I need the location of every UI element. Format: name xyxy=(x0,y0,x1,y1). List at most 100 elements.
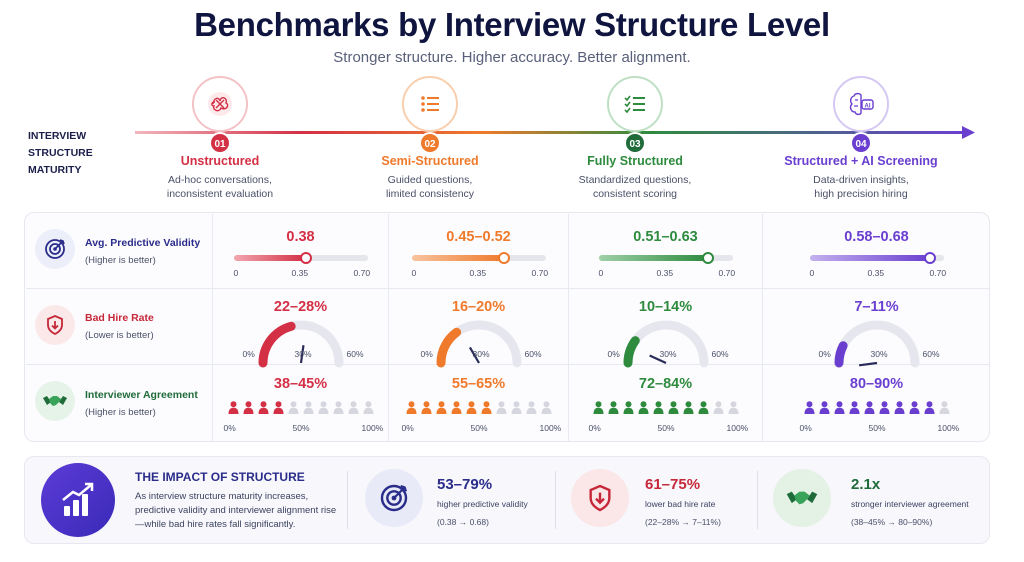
validity-value: 0.58–0.68 xyxy=(844,229,909,245)
validity-knob xyxy=(300,252,313,264)
person-icon xyxy=(804,401,814,414)
svg-text:AI: AI xyxy=(865,104,871,110)
stat-label: stronger interviewer agreement xyxy=(851,499,969,509)
ai-brain-icon: AI xyxy=(833,76,889,132)
person-icon xyxy=(406,401,416,414)
person-icon xyxy=(288,401,298,414)
person-icon xyxy=(683,401,693,414)
validity-tick: 0 xyxy=(411,268,417,278)
stat-range: (38–45% → 80–90%) xyxy=(851,517,933,527)
impact-title: THE IMPACT OF STRUCTURE xyxy=(135,470,305,484)
bad-hire-value: 22–28% xyxy=(273,299,328,315)
person-icon xyxy=(668,401,678,414)
shield-down-icon xyxy=(571,469,629,527)
gauge-tick: 30% xyxy=(472,349,490,359)
person-icon xyxy=(318,401,328,414)
gauge-tick: 60% xyxy=(346,349,364,359)
agreement-tick: 50% xyxy=(292,423,310,433)
maturity-timeline: 01 Unstructured Ad-hoc conversations, inc… xyxy=(0,76,1024,206)
person-icon xyxy=(481,401,491,414)
shield-down-icon xyxy=(35,305,75,345)
gauge-tick: 0% xyxy=(818,349,831,359)
person-icon xyxy=(879,401,889,414)
gauge-tick: 60% xyxy=(922,349,940,359)
agreement-tick: 100% xyxy=(539,423,562,433)
person-icon xyxy=(593,401,603,414)
person-icon xyxy=(258,401,268,414)
validity-track xyxy=(411,252,546,264)
impact-description: As interview structure maturity increase… xyxy=(135,491,337,530)
gauge-tick: 60% xyxy=(711,349,729,359)
gauge-arc xyxy=(834,341,848,368)
column-divider xyxy=(212,214,213,442)
maturity-label-line: INTERVIEW xyxy=(28,130,87,142)
validity-tick: 0 xyxy=(809,268,815,278)
gauge-tick: 0% xyxy=(420,349,433,359)
validity-tick: 0.35 xyxy=(291,268,309,278)
timeline-arrow xyxy=(135,126,975,139)
person-icon xyxy=(623,401,633,414)
validity-fill xyxy=(411,255,505,261)
stat-range: (22–28% → 7–11%) xyxy=(645,517,721,527)
stage-number: 01 xyxy=(209,132,231,154)
bad-hire-gauge xyxy=(436,320,521,368)
validity-tick: 0.70 xyxy=(531,268,549,278)
column-divider xyxy=(568,214,569,442)
metric-name: Interviewer Agreement xyxy=(85,389,198,401)
agreement-tick: 100% xyxy=(361,423,384,433)
checklist-icon xyxy=(607,76,663,132)
agreement-people xyxy=(406,401,552,414)
stat-value: 53–79% xyxy=(437,476,493,493)
page-title: Benchmarks by Interview Structure Level xyxy=(194,6,830,43)
validity-value: 0.45–0.52 xyxy=(446,229,511,245)
validity-tick: 0.35 xyxy=(867,268,885,278)
column-divider xyxy=(762,214,763,442)
person-icon xyxy=(243,401,253,414)
gauge-needle xyxy=(468,346,480,364)
agreement-value: 72–84% xyxy=(638,376,693,392)
stage-name: Semi-Structured xyxy=(381,154,479,168)
gauge-tick: 0% xyxy=(607,349,620,359)
stat-label: lower bad hire rate xyxy=(645,499,716,509)
person-icon xyxy=(728,401,738,414)
bad-hire-gauge xyxy=(623,320,708,368)
person-icon xyxy=(924,401,934,414)
metric-name: Bad Hire Rate xyxy=(85,312,154,324)
person-icon xyxy=(451,401,461,414)
validity-knob xyxy=(498,252,511,264)
bad-hire-value: 10–14% xyxy=(638,299,693,315)
agreement-tick: 50% xyxy=(470,423,488,433)
validity-value: 0.38 xyxy=(286,229,315,245)
validity-tick: 0.35 xyxy=(656,268,674,278)
agreement-people xyxy=(228,401,374,414)
metric-subtitle: (Higher is better) xyxy=(85,407,156,418)
gauge-arc xyxy=(258,321,296,368)
agreement-tick: 0% xyxy=(799,423,812,433)
agreement-tick: 100% xyxy=(726,423,749,433)
validity-knob xyxy=(924,252,937,264)
person-icon xyxy=(819,401,829,414)
metric-subtitle: (Higher is better) xyxy=(85,255,156,266)
bad-hire-gauge xyxy=(834,320,919,368)
target-icon xyxy=(365,469,423,527)
bad-hire-gauge xyxy=(258,320,343,368)
divider xyxy=(347,471,348,529)
validity-fill xyxy=(233,255,307,261)
person-icon xyxy=(939,401,949,414)
agreement-value: 55–65% xyxy=(451,376,506,392)
person-icon xyxy=(421,401,431,414)
gauge-arc xyxy=(623,336,640,368)
person-icon xyxy=(713,401,723,414)
agreement-tick: 50% xyxy=(868,423,886,433)
stat-range: (0.38 → 0.68) xyxy=(437,517,489,527)
row-divider xyxy=(26,364,990,365)
validity-knob xyxy=(701,252,714,264)
agreement-tick: 0% xyxy=(223,423,236,433)
person-icon xyxy=(909,401,919,414)
agreement-people xyxy=(593,401,739,414)
stage-number: 04 xyxy=(850,132,872,154)
person-icon xyxy=(541,401,551,414)
validity-track xyxy=(809,252,944,264)
column-divider xyxy=(388,214,389,442)
bad-hire-value: 7–11% xyxy=(854,299,899,315)
